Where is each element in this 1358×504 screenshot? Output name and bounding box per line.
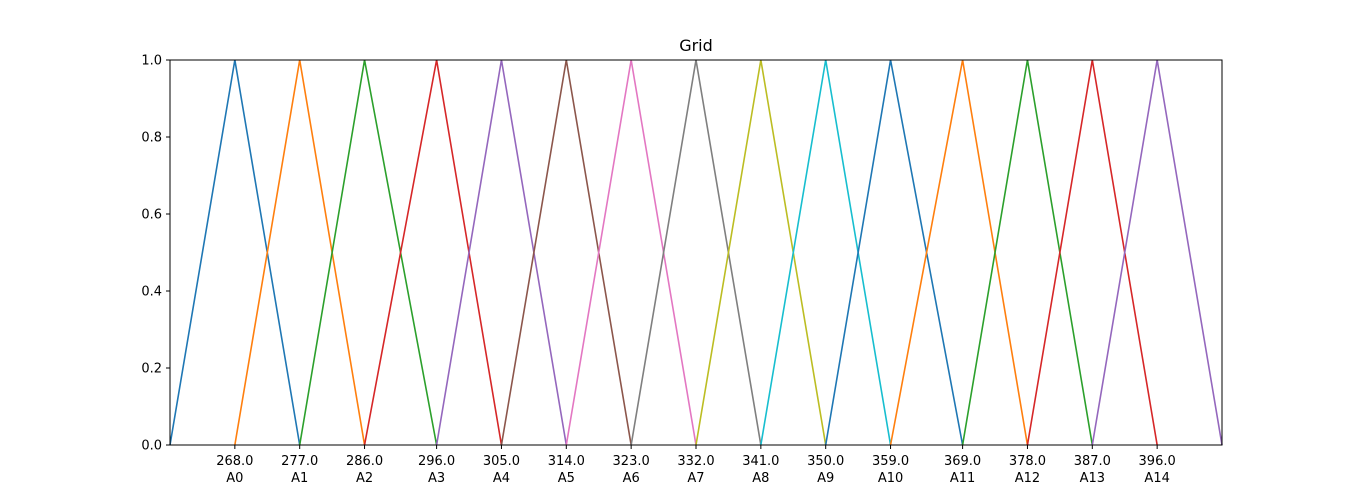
plot-frame: [169, 59, 1223, 446]
series-line-0: [169, 59, 301, 446]
x-tick-sublabel-4: A4: [493, 471, 510, 486]
x-tick-label-6: 323.0: [613, 454, 650, 469]
x-tick-label-2: 286.0: [346, 454, 383, 469]
x-tick-label-8: 341.0: [742, 454, 779, 469]
series-line-13: [1026, 59, 1158, 446]
series-line-10: [824, 59, 964, 446]
y-tick-label-5: 1.0: [141, 54, 162, 69]
x-tick-sublabel-11: A11: [950, 471, 975, 486]
series-line-9: [760, 59, 892, 446]
x-tick-sublabel-3: A3: [428, 471, 445, 486]
x-tick-sublabel-7: A7: [687, 471, 704, 486]
x-tick-label-12: 378.0: [1009, 454, 1046, 469]
x-tick-sublabel-10: A10: [878, 471, 903, 486]
x-tick-label-9: 350.0: [807, 454, 844, 469]
x-tick-label-7: 332.0: [677, 454, 714, 469]
x-tick-label-1: 277.0: [281, 454, 318, 469]
y-tick-label-1: 0.2: [141, 362, 162, 377]
series-line-3: [363, 59, 503, 446]
series-line-4: [435, 59, 568, 446]
series-line-1: [234, 59, 366, 446]
y-tick-label-4: 0.8: [141, 131, 162, 146]
y-tick-label-2: 0.4: [141, 285, 162, 300]
x-tick-sublabel-9: A9: [817, 471, 834, 486]
x-tick-sublabel-8: A8: [752, 471, 769, 486]
x-tick-label-5: 314.0: [548, 454, 585, 469]
x-tick-sublabel-0: A0: [226, 471, 243, 486]
x-tick-label-4: 305.0: [483, 454, 520, 469]
x-tick-sublabel-12: A12: [1015, 471, 1040, 486]
x-tick-label-13: 387.0: [1074, 454, 1111, 469]
x-tick-label-0: 268.0: [216, 454, 253, 469]
x-tick-sublabel-5: A5: [558, 471, 575, 486]
series-line-14: [1091, 59, 1223, 446]
series-line-12: [961, 59, 1094, 446]
x-tick-sublabel-13: A13: [1080, 471, 1105, 486]
x-tick-sublabel-2: A2: [356, 471, 373, 486]
x-tick-label-3: 296.0: [418, 454, 455, 469]
x-tick-label-10: 359.0: [872, 454, 909, 469]
series-line-2: [298, 59, 438, 446]
chart-title: Grid: [679, 36, 713, 55]
y-tick-label-3: 0.6: [141, 208, 162, 223]
series-line-8: [695, 59, 827, 446]
series-line-5: [500, 59, 632, 446]
x-tick-label-14: 396.0: [1139, 454, 1176, 469]
axes-layer: 0.0 0.2 0.4 0.6 0.8 1.0 268.0 A0 277.0 A1 286.0 A2 2…: [141, 54, 1175, 487]
x-tick-sublabel-1: A1: [291, 471, 308, 486]
y-tick-label-0: 0.0: [141, 439, 162, 454]
series-layer: [169, 59, 1223, 446]
series-line-6: [565, 59, 697, 446]
series-line-7: [630, 59, 762, 446]
x-tick-sublabel-6: A6: [623, 471, 640, 486]
series-line-11: [889, 59, 1029, 446]
x-tick-sublabel-14: A14: [1144, 471, 1169, 486]
x-tick-label-11: 369.0: [944, 454, 981, 469]
